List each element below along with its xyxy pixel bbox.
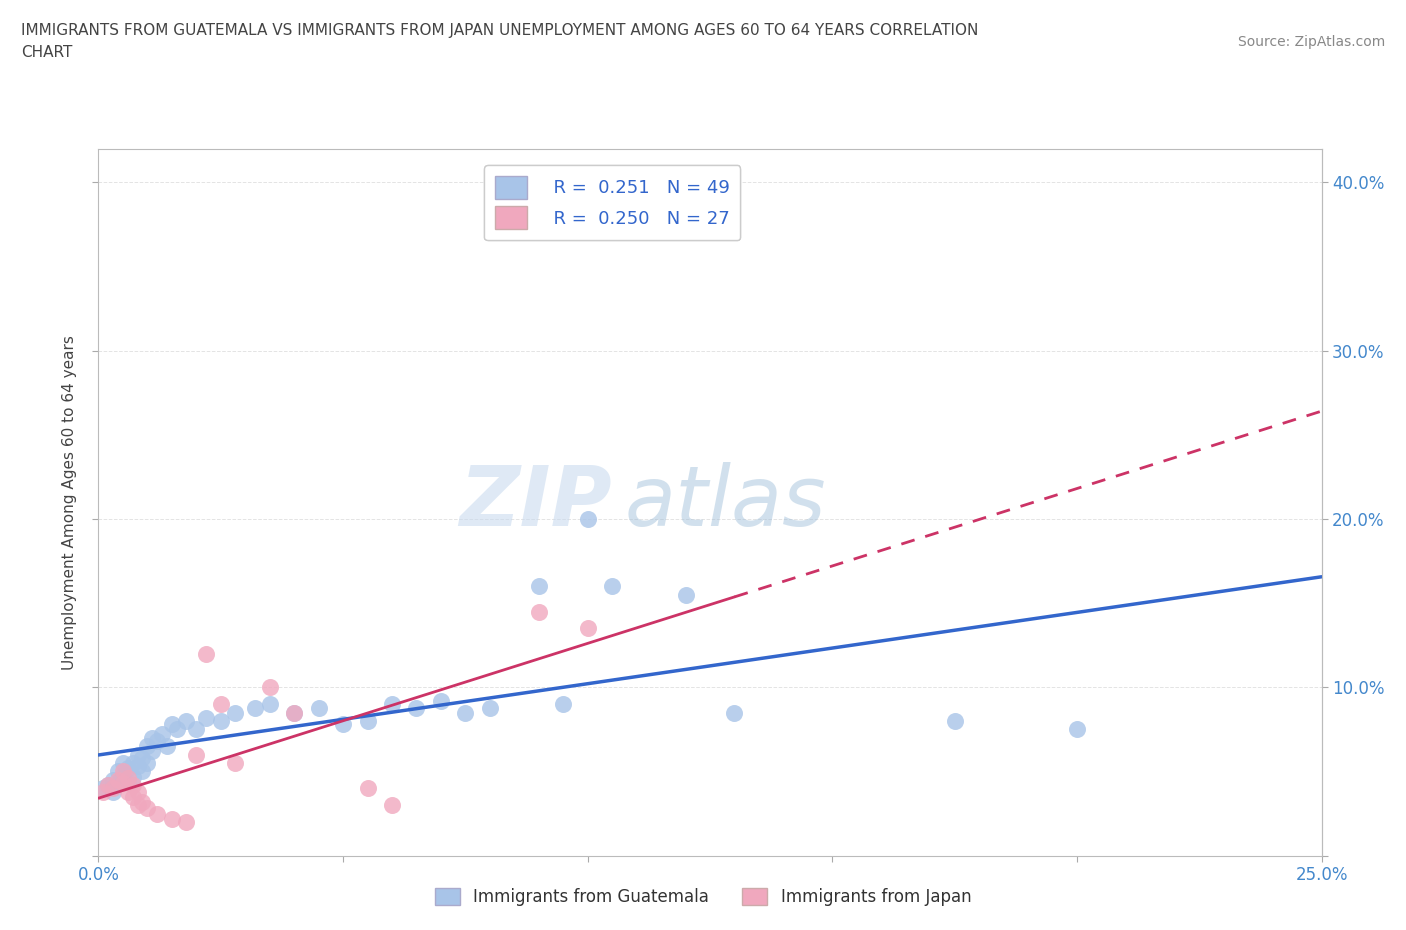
Point	[527, 578, 550, 593]
Point	[121, 769, 143, 784]
Point	[127, 759, 149, 774]
Point	[101, 781, 124, 796]
Legend:   R =  0.251   N = 49,   R =  0.250   N = 27: R = 0.251 N = 49, R = 0.250 N = 27	[484, 165, 741, 240]
Point	[600, 578, 623, 593]
Point	[259, 680, 281, 695]
Point	[131, 751, 153, 765]
Point	[478, 700, 501, 715]
Point	[136, 801, 159, 816]
Point	[141, 744, 163, 759]
Point	[332, 717, 354, 732]
Text: ZIP: ZIP	[460, 461, 612, 543]
Point	[121, 790, 143, 804]
Text: Source: ZipAtlas.com: Source: ZipAtlas.com	[1237, 35, 1385, 49]
Point	[160, 717, 183, 732]
Y-axis label: Unemployment Among Ages 60 to 64 years: Unemployment Among Ages 60 to 64 years	[62, 335, 77, 670]
Point	[176, 815, 198, 830]
Point	[107, 764, 129, 779]
Point	[97, 777, 120, 792]
Point	[156, 738, 179, 753]
Point	[675, 588, 697, 603]
Point	[195, 646, 218, 661]
Point	[101, 784, 124, 799]
Point	[943, 713, 966, 728]
Point	[166, 722, 188, 737]
Point	[259, 697, 281, 711]
Point	[121, 777, 143, 792]
Point	[136, 755, 159, 770]
Point	[381, 697, 404, 711]
Point	[91, 781, 114, 796]
Point	[160, 811, 183, 826]
Text: CHART: CHART	[21, 45, 73, 60]
Point	[430, 694, 453, 709]
Text: IMMIGRANTS FROM GUATEMALA VS IMMIGRANTS FROM JAPAN UNEMPLOYMENT AMONG AGES 60 TO: IMMIGRANTS FROM GUATEMALA VS IMMIGRANTS …	[21, 23, 979, 38]
Point	[136, 738, 159, 753]
Point	[111, 764, 134, 779]
Point	[111, 755, 134, 770]
Point	[224, 755, 246, 770]
Point	[186, 747, 208, 762]
Point	[308, 700, 330, 715]
Point	[576, 621, 599, 636]
Point	[146, 734, 169, 749]
Point	[131, 794, 153, 809]
Point	[117, 774, 139, 789]
Point	[127, 784, 149, 799]
Point	[111, 767, 134, 782]
Point	[454, 705, 477, 720]
Point	[107, 773, 129, 788]
Point	[1066, 722, 1088, 737]
Point	[405, 700, 427, 715]
Point	[127, 798, 149, 813]
Point	[381, 798, 404, 813]
Point	[91, 784, 114, 799]
Point	[121, 755, 143, 770]
Point	[356, 781, 378, 796]
Point	[195, 711, 218, 725]
Point	[101, 773, 124, 788]
Point	[146, 806, 169, 821]
Point	[224, 705, 246, 720]
Point	[209, 713, 232, 728]
Point	[723, 705, 745, 720]
Text: atlas: atlas	[624, 461, 827, 543]
Point	[283, 705, 305, 720]
Point	[209, 697, 232, 711]
Point	[356, 713, 378, 728]
Point	[243, 700, 266, 715]
Point	[283, 705, 305, 720]
Point	[576, 512, 599, 526]
Point	[127, 747, 149, 762]
Point	[527, 604, 550, 619]
Point	[117, 761, 139, 776]
Point	[150, 727, 173, 742]
Point	[553, 697, 575, 711]
Point	[141, 730, 163, 745]
Point	[107, 776, 129, 790]
Legend: Immigrants from Guatemala, Immigrants from Japan: Immigrants from Guatemala, Immigrants fr…	[427, 881, 979, 912]
Point	[117, 784, 139, 799]
Point	[111, 776, 134, 790]
Point	[131, 764, 153, 779]
Point	[186, 722, 208, 737]
Point	[97, 777, 120, 792]
Point	[117, 771, 139, 786]
Point	[176, 713, 198, 728]
